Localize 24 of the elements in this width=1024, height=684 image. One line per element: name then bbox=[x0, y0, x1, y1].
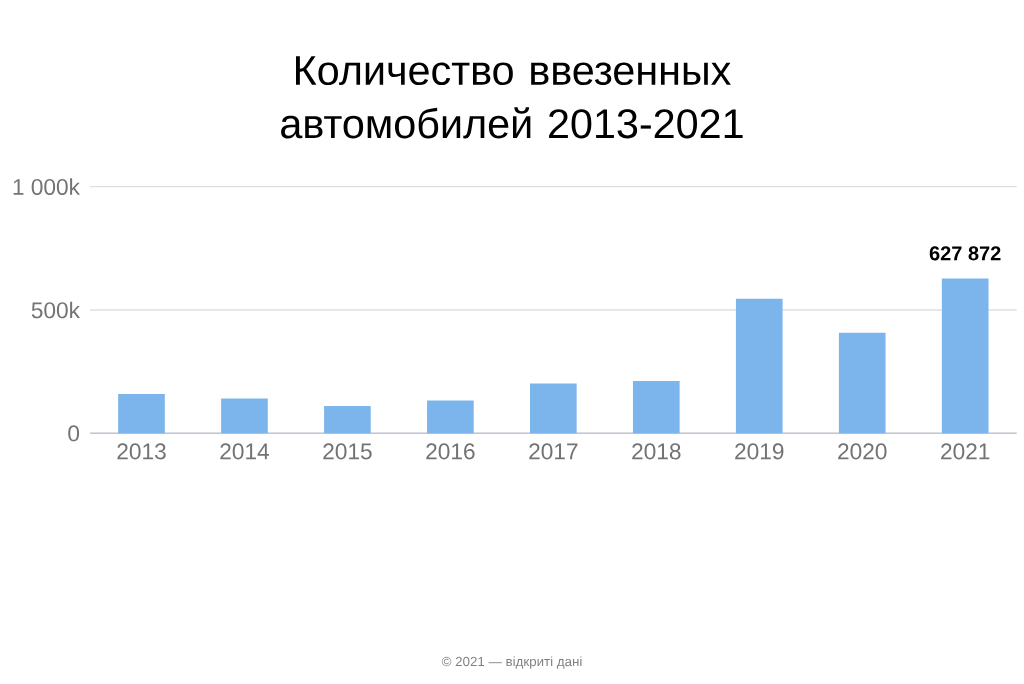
y-tick-label: 1 000k bbox=[13, 178, 80, 195]
x-tick-label: 2017 bbox=[529, 443, 578, 460]
x-tick-label: 2020 bbox=[838, 443, 887, 460]
x-tick-label: 2013 bbox=[117, 443, 166, 460]
x-tick-label: 2014 bbox=[220, 443, 269, 460]
bar bbox=[530, 383, 577, 434]
bar bbox=[632, 381, 680, 434]
x-tick-label: 2015 bbox=[323, 443, 372, 460]
y-tick-label: 500k bbox=[31, 301, 80, 319]
bar bbox=[118, 394, 165, 434]
bar bbox=[838, 332, 886, 434]
bar bbox=[941, 278, 989, 434]
bar bbox=[221, 398, 268, 434]
x-tick-label: 2019 bbox=[735, 443, 784, 460]
bar bbox=[735, 298, 783, 434]
data-label: 627 872 bbox=[929, 246, 1001, 261]
text: © 2021 — відкриті дані bbox=[441, 656, 582, 669]
bar bbox=[427, 400, 474, 434]
x-tick-label: 2021 bbox=[941, 443, 990, 460]
y-tick-label: 0 bbox=[68, 425, 80, 442]
x-tick-label: 2018 bbox=[632, 443, 681, 460]
chart-title: Количество ввезенных автомобилей 2013-2021 bbox=[281, 56, 743, 139]
bar bbox=[324, 405, 371, 434]
x-tick-label: 2016 bbox=[426, 443, 475, 460]
